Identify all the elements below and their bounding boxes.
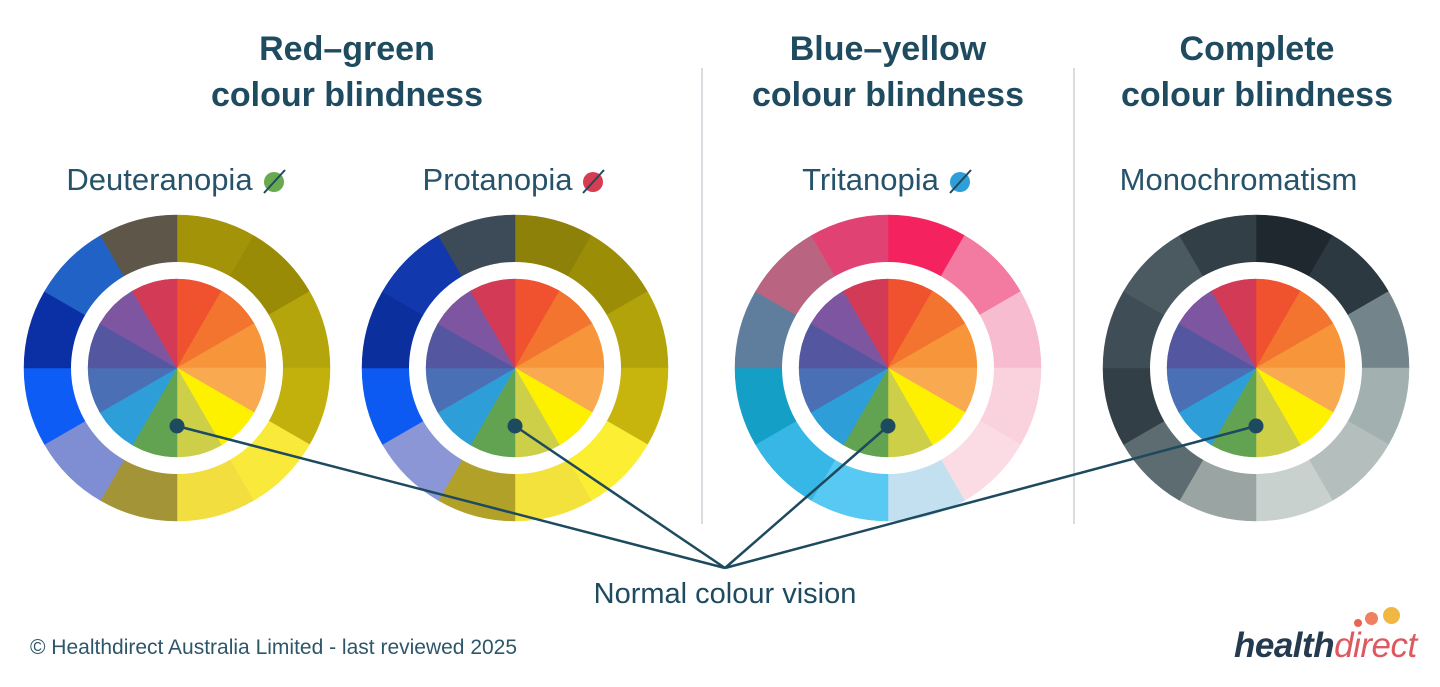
normal-colour-vision-label: Normal colour vision xyxy=(593,578,857,610)
green-dot-slash-icon xyxy=(262,166,288,194)
color-wheel-deuteranopia xyxy=(23,214,331,522)
section-title-complete: Complete colour blindness xyxy=(1074,26,1440,118)
section-title-blue-yellow: Blue–yellow colour blindness xyxy=(702,26,1074,118)
wheel-label-text: Protanopia xyxy=(422,162,573,197)
wheel-label-monochromatism: Monochromatism xyxy=(1086,162,1426,198)
section-divider-right xyxy=(1073,68,1075,524)
logo-word-direct: direct xyxy=(1334,626,1417,665)
section-title-line1: Red–green xyxy=(259,30,435,68)
logo-dot-medium-icon xyxy=(1365,612,1378,625)
section-title-line1: Complete xyxy=(1179,30,1335,68)
color-wheel-tritanopia xyxy=(734,214,1042,522)
color-wheel-monochromatism xyxy=(1102,214,1410,522)
copyright-text: © Healthdirect Australia Limited - last … xyxy=(30,636,518,659)
logo-dot-small-icon xyxy=(1354,619,1362,627)
color-wheel-protanopia xyxy=(361,214,669,522)
red-dot-slash-icon xyxy=(581,166,607,194)
blue-dot-slash-icon xyxy=(948,166,974,194)
wheel-label-protanopia: Protanopia xyxy=(345,162,685,198)
logo-text: healthdirect xyxy=(1234,626,1417,666)
section-title-line1: Blue–yellow xyxy=(789,30,987,68)
wheel-label-tritanopia: Tritanopia xyxy=(718,162,1058,198)
healthdirect-logo: healthdirect xyxy=(1234,606,1418,666)
wheel-label-text: Monochromatism xyxy=(1119,162,1358,197)
section-title-line2: colour blindness xyxy=(210,76,484,114)
section-title-line2: colour blindness xyxy=(751,76,1025,114)
section-title-red-green: Red–green colour blindness xyxy=(0,26,694,118)
wheel-label-text: Deuteranopia xyxy=(66,162,253,197)
no-icon xyxy=(1366,168,1392,194)
wheel-label-text: Tritanopia xyxy=(802,162,939,197)
wheel-label-deuteranopia: Deuteranopia xyxy=(7,162,347,198)
section-divider-left xyxy=(701,68,703,524)
section-title-line2: colour blindness xyxy=(1120,76,1394,114)
logo-word-health: health xyxy=(1234,626,1335,665)
logo-dot-large-icon xyxy=(1383,607,1400,624)
